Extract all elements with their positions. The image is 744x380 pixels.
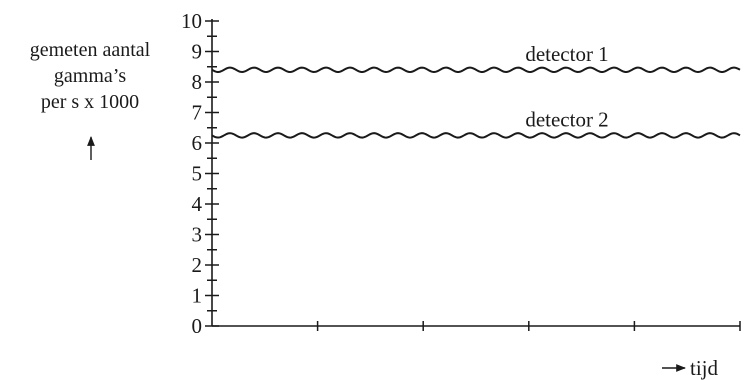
x-axis xyxy=(212,321,741,331)
y-tick-label: 5 xyxy=(192,162,203,186)
y-tick-label: 2 xyxy=(192,253,203,277)
y-tick-label: 10 xyxy=(181,9,202,33)
series-line-detector-1 xyxy=(211,66,741,74)
y-tick-label: 0 xyxy=(192,314,203,338)
y-tick-label: 4 xyxy=(192,192,203,216)
y-tick-label: 1 xyxy=(192,284,203,308)
y-axis-label: gemeten aantal gamma’s per s x 1000 xyxy=(30,39,151,160)
series-line-detector-2 xyxy=(211,132,741,139)
x-axis-label: tijd xyxy=(662,356,719,380)
y-tick-label: 3 xyxy=(192,223,203,247)
y-tick-label: 6 xyxy=(192,131,203,155)
x-ticks xyxy=(316,321,741,331)
series-label-detector-1: detector 1 xyxy=(525,42,608,66)
y-axis-label-line-1: gemeten aantal xyxy=(30,39,151,61)
y-tick-label: 8 xyxy=(192,70,203,94)
series-label-detector-2: detector 2 xyxy=(525,107,608,131)
y-axis: 0 1 2 3 4 5 6 7 8 9 10 xyxy=(181,9,219,338)
y-axis-label-line-2: gamma’s xyxy=(54,65,126,87)
y-axis-label-line-3: per s x 1000 xyxy=(41,91,139,113)
x-axis-label-text: tijd xyxy=(690,356,719,380)
series-group: detector 1 detector 2 xyxy=(211,42,741,139)
y-ticks: 0 1 2 3 4 5 6 7 8 9 10 xyxy=(181,9,219,338)
y-tick-label: 7 xyxy=(192,101,203,125)
y-tick-label: 9 xyxy=(192,40,203,64)
